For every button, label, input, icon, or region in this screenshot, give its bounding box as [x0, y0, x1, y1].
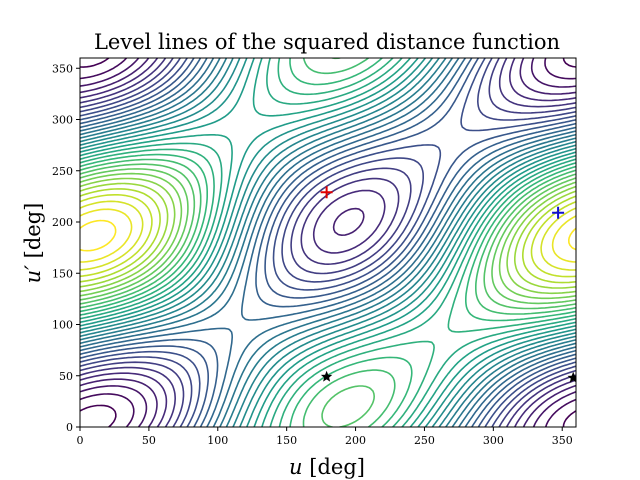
plot-frame	[79, 57, 577, 428]
contour-level-line	[80, 58, 576, 427]
contour-level-line	[80, 58, 576, 427]
x-tick-label: 0	[77, 434, 84, 447]
contour-level-line	[80, 58, 576, 427]
y-axis-ticks: 0 50 100 150 200 250 300 350	[52, 62, 80, 434]
contour-level-line	[80, 58, 576, 427]
contour-level-line	[80, 58, 576, 427]
x-tick-label: 300	[483, 434, 504, 447]
markers	[320, 186, 576, 383]
contour-level-line	[80, 172, 576, 300]
y-tick-label: 350	[52, 62, 73, 75]
x-tick-label: 350	[552, 434, 573, 447]
contour-level-line	[80, 219, 576, 252]
y-tick-label: 100	[52, 319, 73, 332]
contour-level-line	[80, 58, 576, 427]
plus-marker	[552, 206, 565, 219]
contour-level-line	[80, 58, 576, 427]
contour-level-line	[80, 58, 576, 427]
contour-level-line	[80, 58, 576, 427]
x-tick-label: 50	[142, 434, 156, 447]
y-tick-label: 300	[52, 114, 73, 127]
contour-level-line	[80, 58, 576, 427]
contour-level-line	[80, 168, 576, 305]
y-tick-label: 150	[52, 267, 73, 280]
y-axis-label: u′ [deg]	[21, 203, 45, 284]
contour-level-line	[80, 208, 576, 263]
x-axis-label: u [deg]	[289, 455, 365, 479]
contour-level-line	[80, 58, 576, 427]
y-tick-label: 250	[52, 165, 73, 178]
x-axis-ticks: 0 50 100 150 200 250 300 350	[77, 427, 573, 447]
chart-title: Level lines of the squared distance func…	[94, 30, 560, 54]
contour-level-line	[80, 177, 576, 295]
plus-marker	[320, 186, 333, 199]
contour-level-line	[80, 182, 576, 289]
contour-level-line	[80, 200, 576, 271]
contour-level-line	[80, 58, 576, 427]
y-tick-label: 200	[52, 216, 73, 229]
y-tick-label: 50	[59, 370, 73, 383]
x-tick-label: 250	[414, 434, 435, 447]
contour-level-line	[80, 188, 576, 284]
contour-level-line	[80, 58, 576, 427]
contour-level-line	[80, 194, 576, 278]
x-tick-label: 200	[345, 434, 366, 447]
y-tick-label: 0	[66, 421, 73, 434]
x-tick-label: 150	[276, 434, 297, 447]
star-marker	[320, 370, 333, 382]
contour-level-line	[80, 58, 576, 427]
contour-level-line	[80, 58, 576, 427]
contour-lines	[80, 58, 576, 427]
contour-level-line	[80, 58, 576, 427]
contour-level-line	[80, 58, 576, 427]
contour-level-line	[80, 58, 576, 427]
x-tick-label: 100	[207, 434, 228, 447]
star-marker	[567, 371, 576, 383]
contour-level-line	[80, 58, 576, 427]
